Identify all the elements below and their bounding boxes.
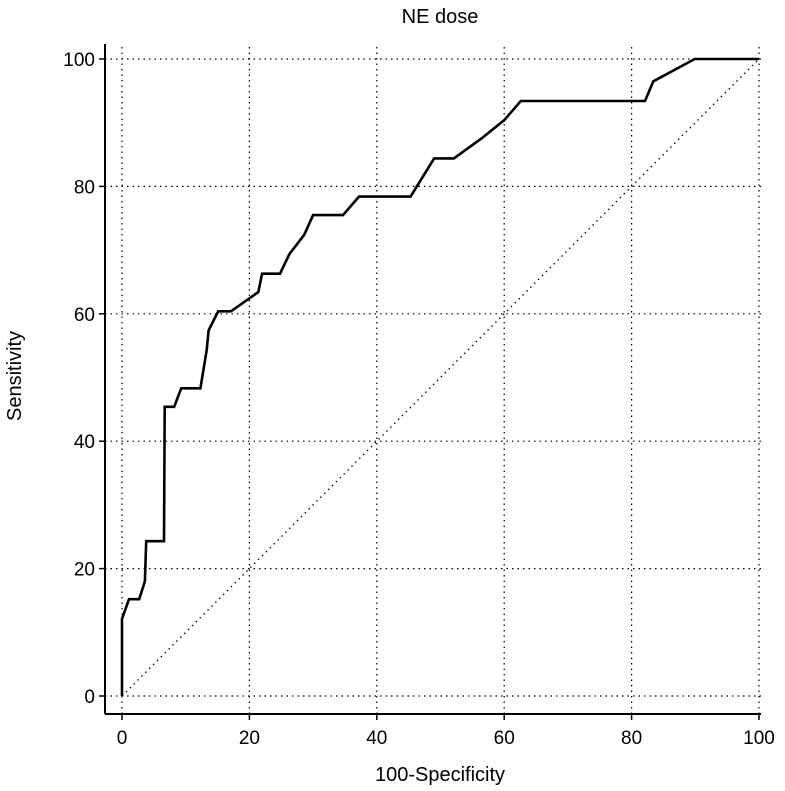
y-tick-label: 20 [74, 560, 95, 581]
x-axis-title: 100-Specificity [375, 764, 505, 786]
axes [99, 44, 761, 720]
y-tick-label: 60 [74, 305, 95, 326]
series-layer [120, 57, 760, 697]
grid-lines [105, 44, 761, 714]
tick-labels: 0 20 40 60 80 100 0 20 40 60 80 100 [63, 50, 775, 749]
y-axis-title: Sensitivity [4, 331, 26, 421]
y-tick-label: 100 [63, 50, 95, 71]
roc-curve-line [120, 57, 759, 696]
y-tick-label: 0 [84, 687, 95, 708]
y-tick-label: 40 [74, 432, 95, 453]
reference-diagonal-line [121, 58, 760, 697]
x-tick-label: 100 [743, 728, 775, 749]
chart-title: NE dose [402, 6, 479, 28]
x-tick-label: 20 [239, 728, 260, 749]
x-tick-label: 60 [494, 728, 515, 749]
x-tick-label: 0 [117, 728, 128, 749]
x-tick-label: 40 [366, 728, 387, 749]
y-tick-label: 80 [74, 177, 95, 198]
x-tick-label: 80 [621, 728, 642, 749]
